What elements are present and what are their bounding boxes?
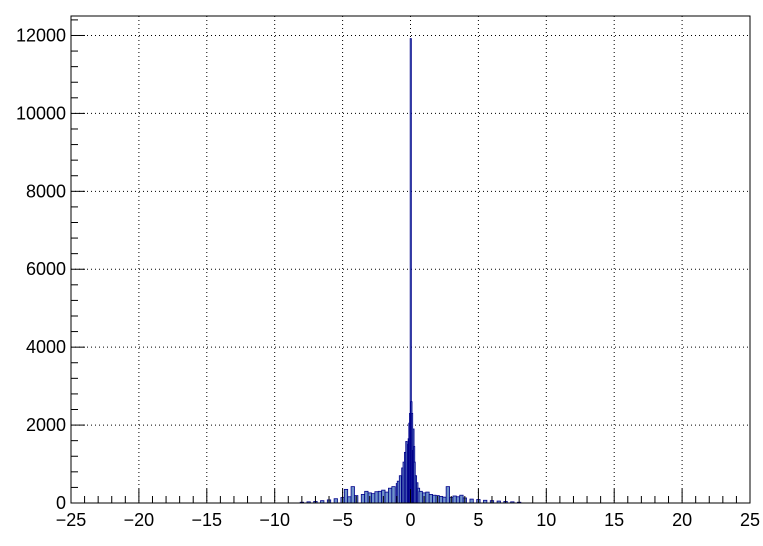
y-tick-label: 12000 xyxy=(16,25,66,45)
histogram-bar xyxy=(432,494,437,504)
histogram-bar xyxy=(374,491,379,504)
x-tick-label: 5 xyxy=(473,510,483,530)
histogram-bar xyxy=(388,487,393,504)
axes xyxy=(70,15,751,504)
histogram-bar xyxy=(371,493,376,504)
y-tick-label: 6000 xyxy=(26,259,66,279)
histogram-bar xyxy=(438,495,444,504)
y-tick-label: 0 xyxy=(56,493,66,513)
histogram-bar xyxy=(343,488,349,504)
histogram-bar xyxy=(452,495,457,504)
histogram-bar xyxy=(398,475,402,504)
y-tick-label: 10000 xyxy=(16,103,66,123)
histogram-bar xyxy=(333,498,338,504)
histogram-bar xyxy=(455,496,461,504)
histogram-bar xyxy=(360,494,366,504)
x-tick-label: −5 xyxy=(332,510,353,530)
histogram-bar xyxy=(428,494,433,504)
y-tick-label: 2000 xyxy=(26,415,66,435)
histogram-bars xyxy=(299,38,522,504)
x-tick-label: 25 xyxy=(740,510,760,530)
tick-labels: −25 −20 −15 −10 −5 0 5 10 15 20 25 0 2000 4000 6000 800… xyxy=(16,25,760,530)
y-tick-label: 8000 xyxy=(26,181,66,201)
histogram-bar xyxy=(469,498,474,504)
histogram-bar xyxy=(445,486,450,504)
histogram-bar xyxy=(459,494,464,504)
x-tick-label: −15 xyxy=(192,510,223,530)
histogram-bar xyxy=(425,491,430,504)
histogram-bar xyxy=(364,490,369,504)
histogram-bar xyxy=(384,491,389,504)
x-tick-label: −25 xyxy=(56,510,87,530)
x-tick-label: −20 xyxy=(124,510,155,530)
histogram-bar xyxy=(442,496,447,504)
x-tick-label: 20 xyxy=(672,510,692,530)
x-tick-label: 0 xyxy=(405,510,415,530)
histogram-bar xyxy=(350,486,355,504)
histogram-bar xyxy=(391,486,396,504)
histogram-bar xyxy=(418,490,423,504)
histogram-bar xyxy=(405,441,408,504)
y-tick-label: 4000 xyxy=(26,337,66,357)
x-tick-label: 10 xyxy=(536,510,556,530)
histogram-bar xyxy=(347,496,352,504)
x-tick-label: −10 xyxy=(259,510,290,530)
x-tick-label: 15 xyxy=(604,510,624,530)
histogram-bar xyxy=(377,490,383,504)
